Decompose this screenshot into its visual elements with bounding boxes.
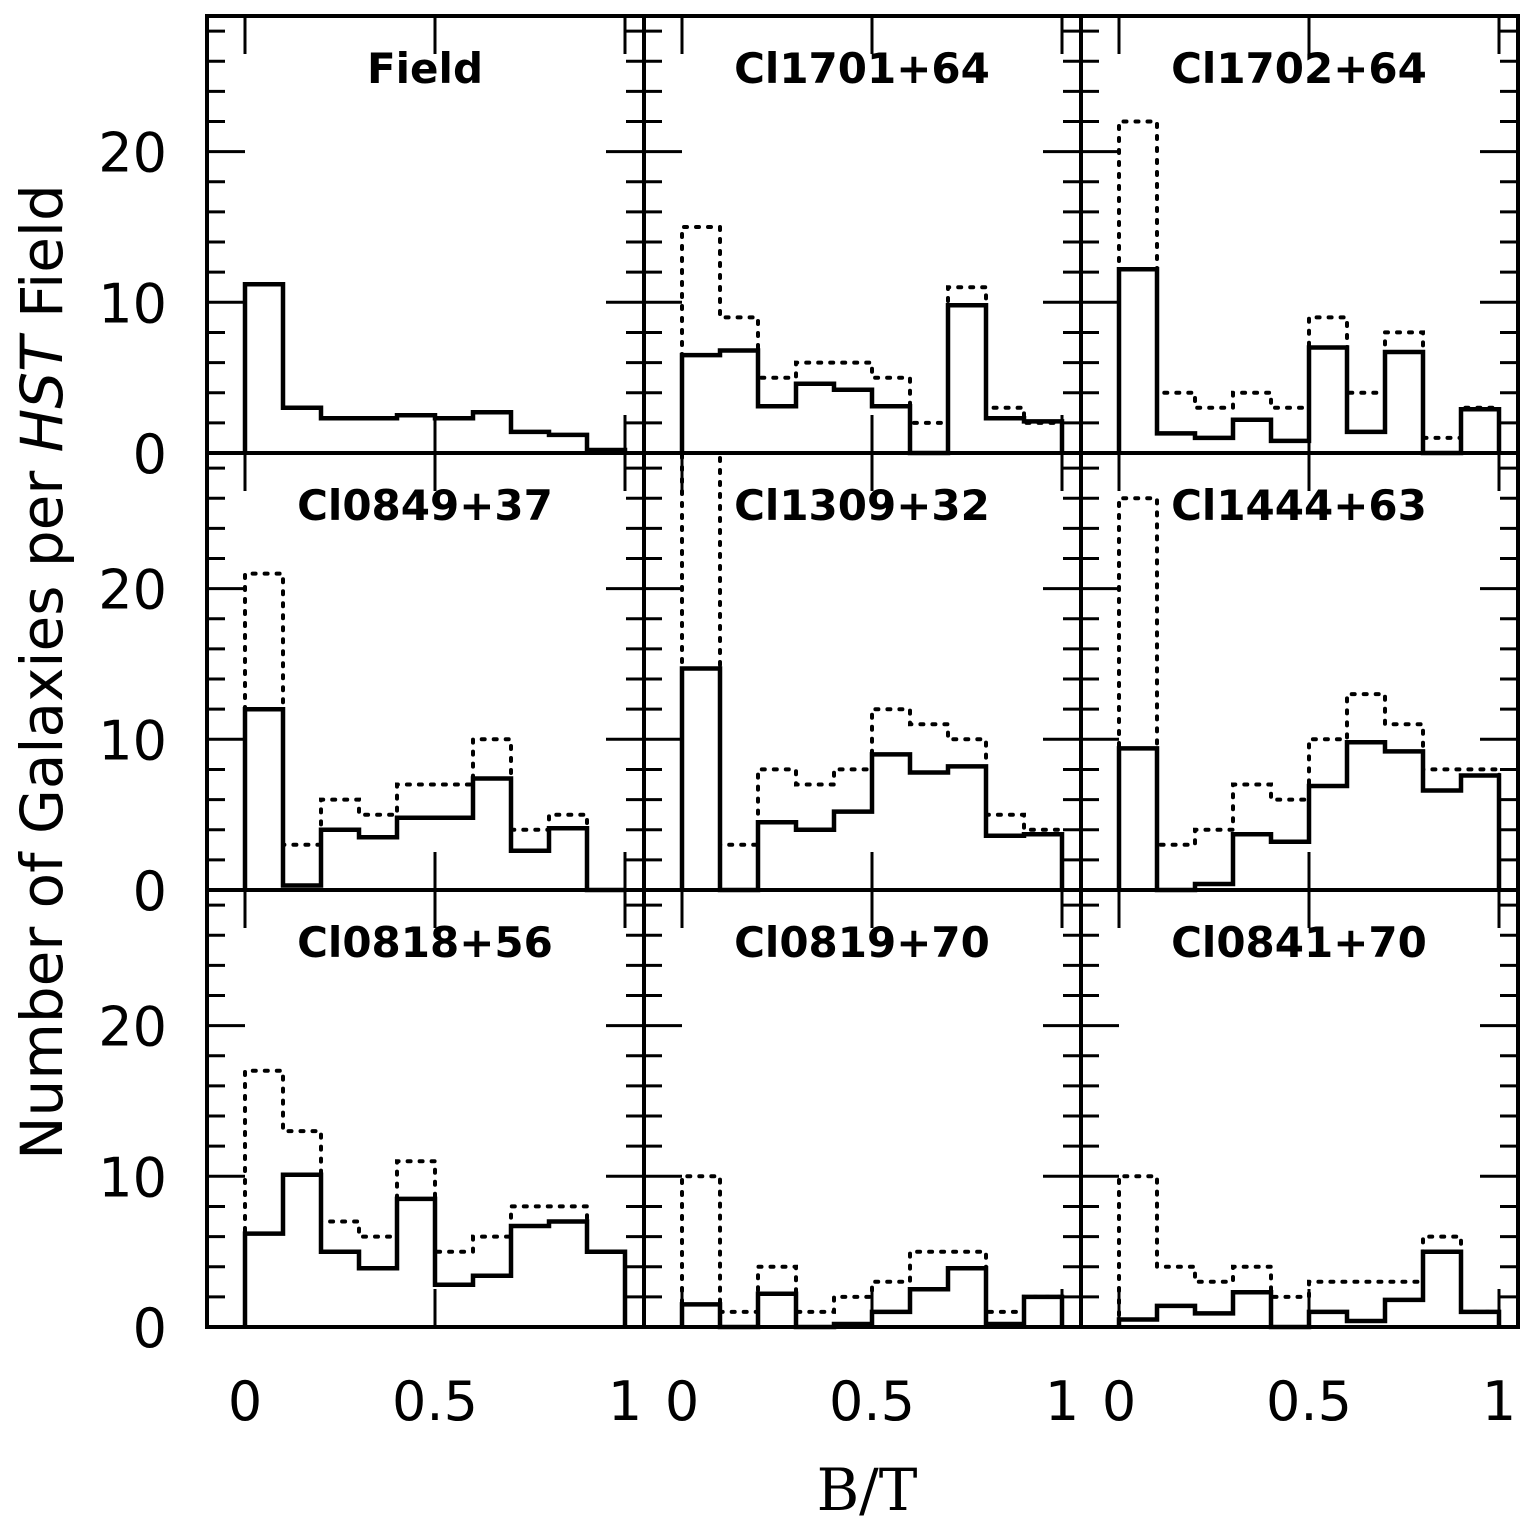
x-tick-label: 0 xyxy=(228,1370,262,1433)
panel-title: Cl1701+64 xyxy=(734,44,990,93)
x-tick-label: 0.5 xyxy=(829,1370,915,1433)
histogram-solid xyxy=(242,706,625,893)
x-tick-label: 1 xyxy=(608,1370,642,1433)
panel-title: Cl1309+32 xyxy=(734,481,990,530)
y-tick-label: 10 xyxy=(98,709,167,772)
panel-title: Cl1702+64 xyxy=(1171,44,1427,93)
x-tick-label: 0 xyxy=(665,1370,699,1433)
histogram-solid xyxy=(242,1172,628,1327)
panel-cl0818-56: Cl0818+56 xyxy=(205,888,646,1329)
y-tick-label: 20 xyxy=(98,122,167,185)
x-axis-label: B/T xyxy=(817,1456,918,1524)
x-tick-labels: 0 0.5 1 0 0.5 1 0 0.5 1 xyxy=(228,1370,1516,1433)
panel-title: Cl1444+63 xyxy=(1171,481,1427,530)
panel-title: Cl0849+37 xyxy=(297,481,553,530)
y-axis-label-suffix: Field xyxy=(8,184,76,336)
x-tick-label: 1 xyxy=(1482,1370,1516,1433)
y-tick-label: 10 xyxy=(98,1146,167,1209)
histogram-solid xyxy=(679,303,1065,456)
y-tick-label: 0 xyxy=(133,1297,167,1360)
y-tick-labels: 0 10 20 0 10 20 0 10 20 xyxy=(98,122,167,1360)
panel-cl1444-63: Cl1444+63 xyxy=(1079,451,1520,893)
y-axis-label: Number of Galaxies per HST Field xyxy=(8,184,76,1160)
panel-cl1702-64: Cl1702+64 xyxy=(1079,14,1520,456)
histogram-grid: Field Cl1701+64 Cl1702+64 Cl0849+37 Cl1309+3… xyxy=(205,14,1520,1330)
histogram-dotted xyxy=(243,571,627,892)
panel-cl1309-32: Cl1309+32 xyxy=(642,451,1083,893)
panel-cl0849-37: Cl0849+37 xyxy=(205,451,646,893)
panel-cl0841-70: Cl0841+70 xyxy=(1079,888,1520,1330)
panel-frame xyxy=(1079,888,1520,1329)
panel-cl0819-70: Cl0819+70 xyxy=(642,888,1083,1330)
panel-title: Cl0818+56 xyxy=(297,918,553,967)
histogram-dotted xyxy=(243,1068,627,1329)
x-tick-label: 0.5 xyxy=(1266,1370,1352,1433)
panel-field: Field xyxy=(205,14,646,455)
y-tick-label: 0 xyxy=(133,423,167,486)
panel-title: Field xyxy=(367,44,483,93)
histogram-solid xyxy=(1116,1249,1502,1330)
panel-cl1701-64: Cl1701+64 xyxy=(642,14,1083,456)
y-tick-label: 20 xyxy=(98,996,167,1059)
y-axis-label-italic: HST xyxy=(8,332,76,452)
histogram-solid xyxy=(242,281,628,453)
panel-title: Cl0819+70 xyxy=(734,918,990,967)
panel-title: Cl0841+70 xyxy=(1171,918,1427,967)
histogram-dotted xyxy=(1117,1174,1501,1329)
y-axis-label-prefix: Number of Galaxies per xyxy=(8,452,76,1159)
histogram-dotted xyxy=(680,1174,1064,1329)
x-tick-label: 0.5 xyxy=(392,1370,478,1433)
y-tick-label: 20 xyxy=(98,559,167,622)
histogram-dotted xyxy=(680,451,1064,892)
histogram-dotted xyxy=(1117,119,1501,455)
y-tick-label: 0 xyxy=(133,860,167,923)
y-tick-label: 10 xyxy=(98,272,167,335)
x-tick-label: 1 xyxy=(1045,1370,1079,1433)
x-tick-label: 0 xyxy=(1102,1370,1136,1433)
histogram-solid xyxy=(1116,266,1502,456)
